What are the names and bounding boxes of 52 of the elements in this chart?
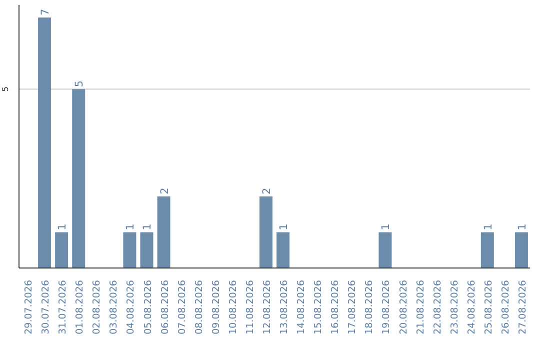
x-tick-label: 03.08.2026 (108, 280, 120, 334)
x-tick-label: 20.08.2026 (398, 280, 410, 334)
bar (72, 89, 86, 268)
x-tick-label: 01.08.2026 (74, 280, 86, 334)
x-tick-label: 07.08.2026 (176, 280, 188, 334)
x-tick-label: 02.08.2026 (92, 280, 103, 334)
x-tick-label: 04.08.2026 (126, 280, 137, 334)
bar (378, 232, 392, 268)
x-tick-label: 18.08.2026 (364, 280, 376, 334)
data-label: 2 (158, 188, 171, 194)
x-tick-label: 10.08.2026 (228, 280, 239, 334)
x-tick-label: 14.08.2026 (296, 280, 308, 334)
data-label: 1 (482, 224, 494, 230)
data-label: 1 (142, 224, 154, 230)
x-tick-label: 19.08.2026 (381, 280, 392, 334)
x-tick-label: 31.07.2026 (58, 280, 69, 334)
x-tick-label: 25.08.2026 (483, 280, 494, 334)
data-label: 7 (40, 8, 52, 16)
bar (157, 196, 170, 268)
x-tick-label: 06.08.2026 (160, 280, 171, 334)
data-label: 1 (124, 224, 137, 230)
x-tick-label: 22.08.2026 (432, 280, 444, 334)
x-tick-label: 23.08.2026 (449, 280, 460, 334)
x-tick-label: 09.08.2026 (210, 280, 222, 334)
x-tick-label: 27.08.2026 (517, 280, 528, 334)
x-tick-label: 15.08.2026 (313, 280, 324, 334)
bar (514, 232, 528, 268)
data-label: 2 (260, 188, 273, 194)
data-label: 1 (56, 224, 69, 230)
bar (276, 232, 290, 268)
bar (55, 232, 68, 268)
data-label: 1 (516, 224, 528, 230)
bar (140, 232, 154, 268)
data-label: 1 (278, 224, 290, 230)
x-tick-label: 21.08.2026 (415, 280, 426, 334)
bar (480, 232, 494, 268)
bar (38, 18, 52, 268)
x-tick-label: 11.08.2026 (244, 280, 256, 334)
data-label: 5 (74, 80, 86, 88)
x-tick-label: 13.08.2026 (279, 280, 290, 334)
x-tick-label: 24.08.2026 (466, 280, 478, 334)
x-tick-label: 12.08.2026 (262, 280, 273, 334)
x-tick-label: 26.08.2026 (500, 280, 512, 334)
data-label: 1 (380, 224, 392, 230)
x-tick-label: 30.07.2026 (40, 280, 52, 334)
x-tick-label: 16.08.2026 (330, 280, 342, 334)
x-tick-label: 29.07.2026 (24, 280, 35, 334)
bar (259, 196, 272, 268)
x-tick-label: 17.08.2026 (347, 280, 358, 334)
bar (123, 232, 136, 268)
x-tick-label: 05.08.2026 (142, 280, 154, 334)
x-tick-label: 08.08.2026 (194, 280, 205, 334)
